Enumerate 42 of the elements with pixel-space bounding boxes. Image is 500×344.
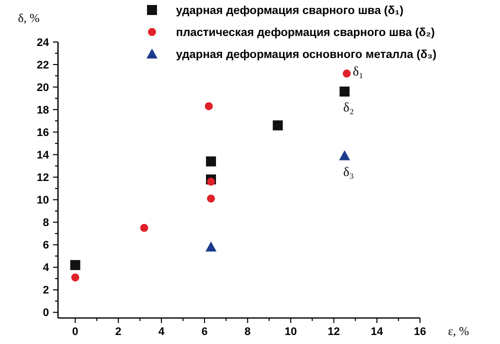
data-label: δ₁ — [352, 64, 364, 79]
x-tick-label: 4 — [158, 326, 166, 338]
x-tick-label: 10 — [284, 326, 297, 338]
y-tick-label: 22 — [36, 59, 49, 72]
point — [71, 273, 80, 282]
legend-label: ударная деформация сварного шва (δ₁) — [176, 5, 404, 18]
x-tick-label: 6 — [201, 326, 208, 338]
point — [272, 120, 283, 130]
point — [205, 242, 216, 252]
x-tick-label: 0 — [72, 326, 78, 338]
point — [339, 150, 350, 160]
y-tick-label: 12 — [36, 172, 49, 184]
y-tick-label: 4 — [42, 262, 50, 274]
y-tick-label: 18 — [36, 104, 49, 116]
y-tick-label: 24 — [36, 36, 50, 49]
x-tick-label: 2 — [115, 326, 122, 338]
y-tick-label: 20 — [36, 82, 49, 94]
y-tick-label: 6 — [42, 240, 49, 252]
y-tick-label: 10 — [36, 194, 49, 207]
point — [206, 194, 215, 203]
legend-label: пластическая деформация сварного шва (δ₂) — [176, 27, 435, 40]
point — [204, 102, 213, 110]
x-tick-label: 14 — [370, 326, 384, 338]
point — [206, 156, 216, 166]
y-tick-label: 2 — [42, 284, 49, 297]
x-axis-title: ε, % — [448, 324, 470, 338]
y-tick-label: 8 — [42, 217, 49, 230]
y-tick-label: 16 — [36, 126, 49, 139]
point — [140, 224, 148, 232]
data-label: δ₃ — [343, 164, 354, 179]
y-axis-title: δ, % — [18, 11, 40, 25]
point — [70, 260, 80, 270]
point — [206, 178, 215, 186]
point — [342, 70, 351, 78]
point — [340, 86, 350, 97]
data-label: δ₂ — [343, 100, 354, 115]
x-tick-label: 8 — [244, 326, 251, 338]
x-tick-label: 12 — [328, 326, 340, 338]
legend-label: ударная деформация основного металла (δ₃) — [176, 49, 437, 62]
y-tick-label: 14 — [36, 150, 50, 162]
x-tick-label: 16 — [414, 326, 426, 338]
y-tick-label: 0 — [42, 307, 49, 320]
